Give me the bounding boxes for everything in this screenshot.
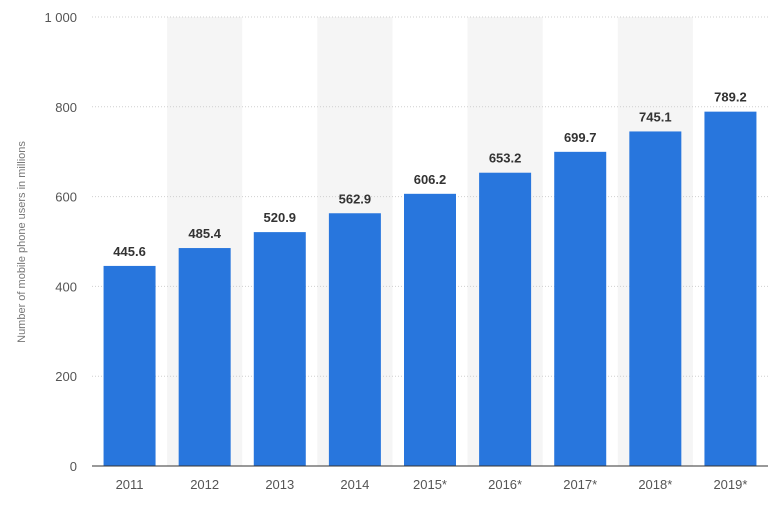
bar-value-label: 745.1 [639,109,672,124]
y-tick-label: 0 [70,459,77,474]
y-tick-label: 800 [55,100,77,115]
x-tick-label: 2016* [488,477,522,492]
bar-value-label: 789.2 [714,90,747,105]
y-tick-label: 600 [55,190,77,205]
x-tick-label: 2012 [190,477,219,492]
x-tick-label: 2011 [116,477,144,492]
bar-2017*[interactable] [554,151,607,466]
x-tick-label: 2015* [413,477,447,492]
bar-value-label: 485.4 [188,226,221,241]
x-tick-label: 2018* [638,477,672,492]
bar-2012[interactable] [178,248,231,466]
bars [103,111,757,466]
bar-2019*[interactable] [704,111,757,466]
bar-2011[interactable] [103,265,156,466]
x-tick-label: 2019* [713,477,747,492]
bar-value-label: 699.7 [564,130,597,145]
y-tick-label: 400 [55,279,77,294]
bar-value-label: 445.6 [113,244,146,259]
bar-2018*[interactable] [629,131,682,466]
bar-value-label: 520.9 [264,210,297,225]
x-tick-label: 2013 [265,477,294,492]
bar-2013[interactable] [253,232,306,466]
bar-value-label: 653.2 [489,151,522,166]
y-tick-label: 200 [55,369,77,384]
bar-value-labels: 445.6 485.4 520.9 562.9 606.2 653.2 699.7 745.1… [113,90,746,259]
bar-2016*[interactable] [479,172,532,466]
x-axis-ticks: 2011 2012 2013 2014 2015* 2016* 2017* 2018* 2019… [116,477,748,492]
bar-2015*[interactable] [404,193,456,466]
bar-2014[interactable] [328,213,381,466]
y-axis-title: Number of mobile phone users in millions [16,141,28,343]
bar-value-label: 606.2 [414,172,447,187]
bar-value-label: 562.9 [339,191,372,206]
x-tick-label: 2017* [563,477,597,492]
x-tick-label: 2014 [340,477,369,492]
y-axis-ticks: 0 200 400 600 800 1 000 [44,10,77,474]
y-tick-label: 1 000 [44,10,77,25]
